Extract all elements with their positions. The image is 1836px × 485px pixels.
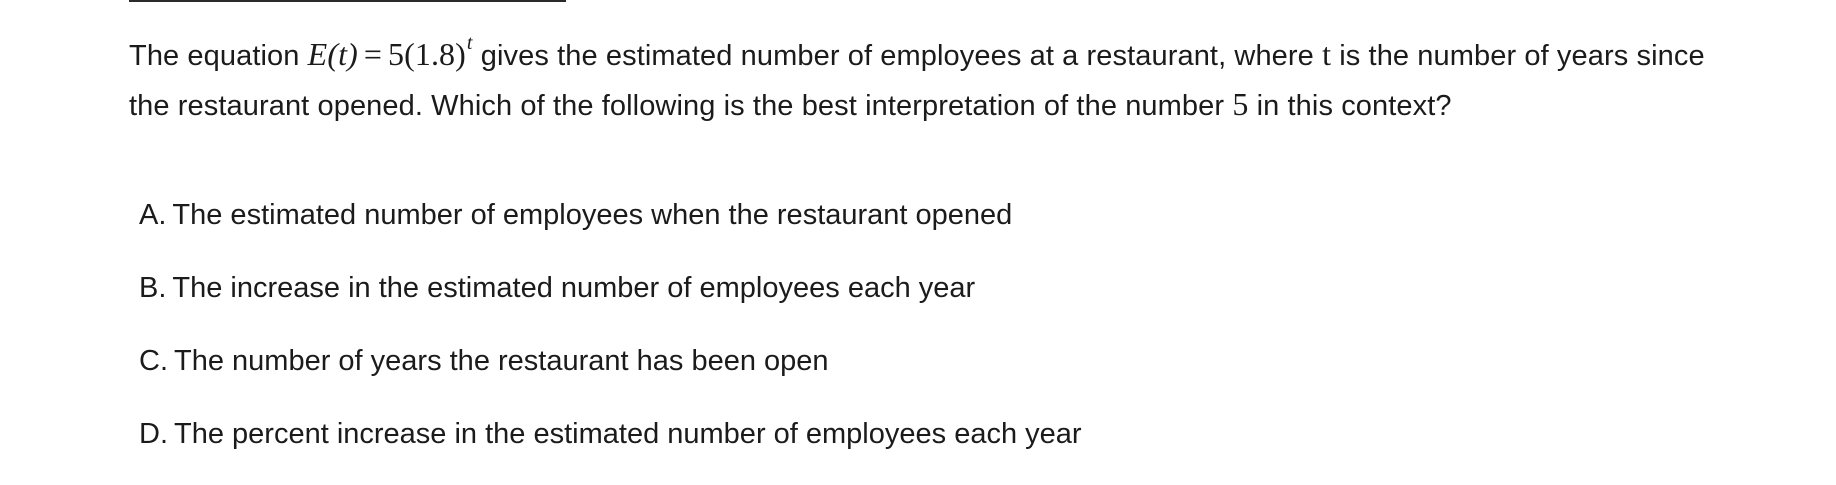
- question-ending: in this context?: [1256, 90, 1452, 122]
- choice-c[interactable]: C. The number of years the restaurant has…: [139, 339, 1639, 412]
- choice-b[interactable]: B. The increase in the estimated number o…: [139, 266, 1639, 339]
- choice-text: The percent increase in the estimated nu…: [174, 418, 1082, 450]
- question-variable: t: [1322, 36, 1332, 72]
- answer-choices: A. The estimated number of employees when…: [139, 193, 1639, 485]
- question-after-equation: gives the estimated number of employees …: [480, 40, 1314, 72]
- choice-a[interactable]: A. The estimated number of employees when…: [139, 193, 1639, 266]
- question-after-variable: is the number of years since the restaur…: [129, 40, 1705, 122]
- equation-exponent: t: [466, 32, 473, 54]
- choice-letter: D.: [139, 418, 168, 450]
- equation-base: (1.8): [404, 36, 466, 72]
- choice-letter: C.: [139, 345, 168, 377]
- equation-coefficient: 5: [387, 36, 405, 72]
- equation-lhs: E(t): [307, 36, 358, 72]
- choice-d[interactable]: D. The percent increase in the estimated …: [139, 412, 1639, 485]
- choice-letter: A.: [139, 199, 167, 231]
- question-intro: The equation: [129, 40, 300, 72]
- question-number: 5: [1232, 86, 1249, 122]
- choice-text: The number of years the restaurant has b…: [174, 345, 829, 377]
- equation-equals: =: [363, 36, 382, 72]
- question-text: The equation E(t) = 5(1.8)t gives the esti…: [129, 32, 1729, 129]
- top-divider: [129, 0, 566, 2]
- choice-text: The estimated number of employees when t…: [172, 199, 1013, 231]
- choice-text: The increase in the estimated number of …: [172, 272, 976, 304]
- choice-letter: B.: [139, 272, 167, 304]
- equation: E(t) = 5(1.8)t: [307, 32, 473, 72]
